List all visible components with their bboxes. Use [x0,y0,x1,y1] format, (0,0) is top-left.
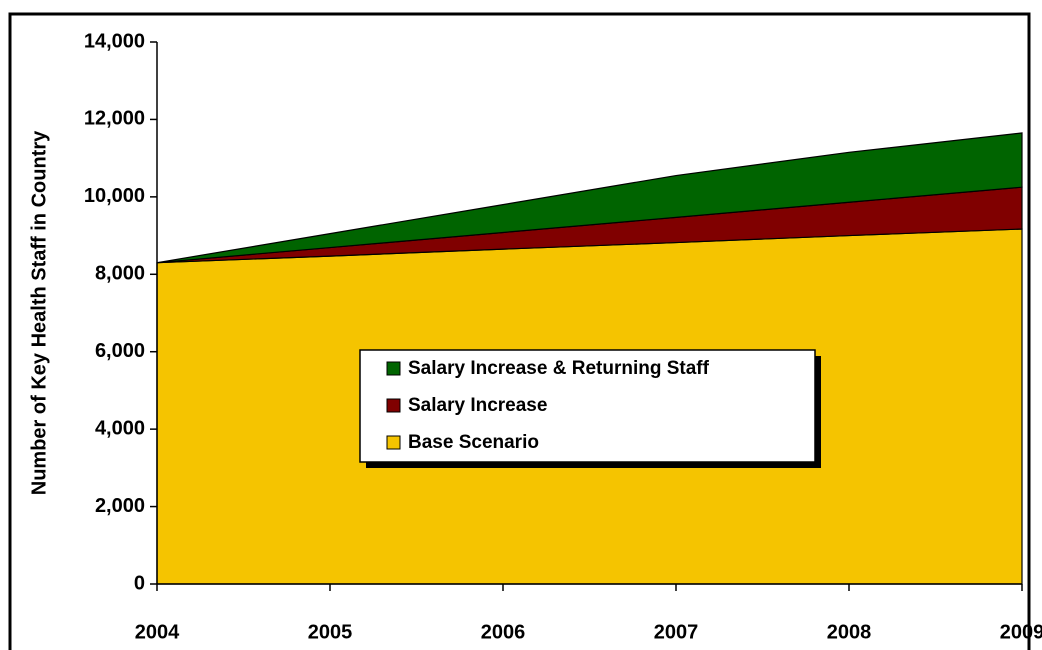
legend-swatch [386,398,401,413]
y-tick-label: 2,000 [95,495,145,517]
x-tick-label: 2006 [481,621,526,643]
x-tick-label: 2008 [827,621,872,643]
legend-label: Salary Increase [408,395,547,416]
x-tick-label: 2004 [135,621,180,643]
legend-swatch [386,435,401,450]
y-tick-label: 10,000 [84,185,145,207]
legend [359,349,816,463]
y-tick-label: 14,000 [84,30,145,52]
legend-label: Salary Increase & Returning Staff [408,358,710,379]
x-tick-label: 2007 [654,621,699,643]
area [156,132,1023,264]
legend-label: Base Scenario [408,432,539,453]
y-tick-label: 0 [134,572,145,594]
x-tick-label: 2009 [1000,621,1042,643]
y-tick-label: 12,000 [84,108,145,130]
y-tick-label: 4,000 [95,417,145,439]
x-tick-label: 2005 [308,621,353,643]
y-axis-title: Number of Key Health Staff in Country [28,130,50,495]
y-tick-label: 6,000 [95,340,145,362]
y-tick-label: 8,000 [95,263,145,285]
chart-frame [8,12,1031,650]
legend-swatch [386,361,401,376]
